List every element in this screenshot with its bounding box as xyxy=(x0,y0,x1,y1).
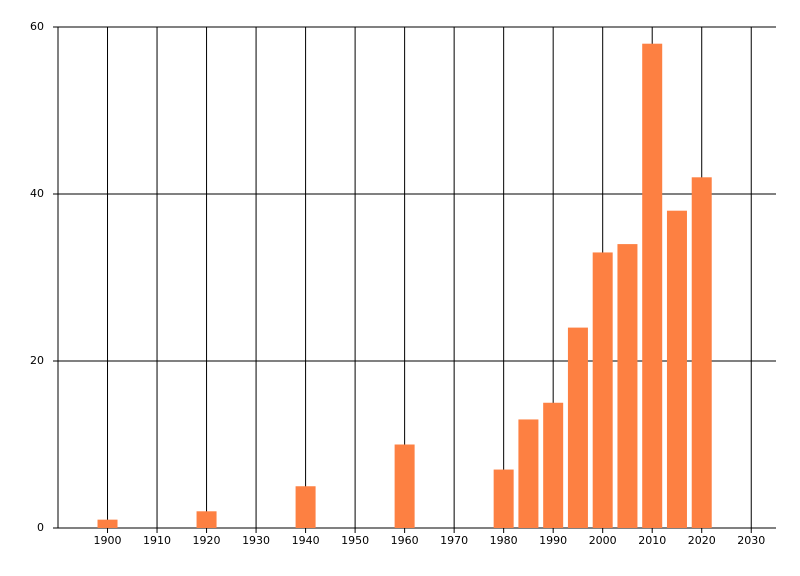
x-tick-label: 1950 xyxy=(341,534,369,547)
y-tick-label: 60 xyxy=(30,20,44,33)
x-tick-label: 2030 xyxy=(737,534,765,547)
bar xyxy=(295,486,316,528)
x-tick-label: 2010 xyxy=(638,534,666,547)
bar xyxy=(567,327,588,528)
x-tick-label: 1910 xyxy=(143,534,171,547)
x-tick-label: 1980 xyxy=(490,534,518,547)
x-tick-label: 1960 xyxy=(391,534,419,547)
x-tick-label: 1990 xyxy=(539,534,567,547)
y-tick-label: 0 xyxy=(37,521,44,534)
y-tick-label: 20 xyxy=(30,354,44,367)
bar xyxy=(518,419,539,528)
x-tick-label: 1940 xyxy=(292,534,320,547)
y-tick-label: 40 xyxy=(30,187,44,200)
x-tick-label: 2020 xyxy=(688,534,716,547)
x-tick-label: 2000 xyxy=(589,534,617,547)
bar xyxy=(196,511,217,528)
bar xyxy=(642,43,663,528)
x-tick-label: 1900 xyxy=(94,534,122,547)
bar xyxy=(617,244,638,528)
bar xyxy=(666,210,687,528)
x-tick-label: 1970 xyxy=(440,534,468,547)
bar xyxy=(592,252,613,528)
bar xyxy=(97,519,118,528)
bar xyxy=(691,177,712,529)
bar xyxy=(543,402,564,528)
x-tick-label: 1930 xyxy=(242,534,270,547)
bar xyxy=(394,444,415,528)
bar xyxy=(493,469,514,528)
x-tick-label: 1920 xyxy=(193,534,221,547)
